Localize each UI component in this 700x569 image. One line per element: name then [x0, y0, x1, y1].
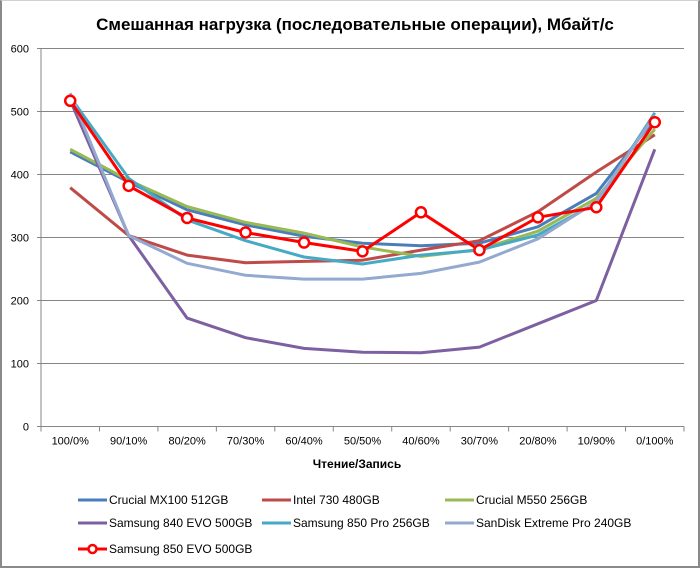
x-tick-label: 40/60% [402, 436, 440, 448]
legend-label: Samsung 840 EVO 500GB [109, 516, 252, 530]
legend-item: Intel 730 480GB [262, 493, 380, 507]
x-tick-label: 0/100% [636, 436, 674, 448]
legend-marker [87, 543, 98, 555]
y-tick-label: 0 [23, 422, 29, 434]
legend-item: Samsung 840 EVO 500GB [78, 516, 252, 530]
legend-item: Samsung 850 Pro 256GB [262, 516, 430, 530]
series-0 [69, 117, 656, 248]
gridlines [41, 48, 684, 364]
legend-label: Samsung 850 EVO 500GB [109, 542, 252, 556]
y-tick-label: 500 [11, 107, 29, 119]
y-axis: 0 100 200 300 400 500 600 [11, 44, 42, 434]
series-lines [63, 92, 662, 355]
series-4 [68, 96, 657, 266]
legend-label: Intel 730 480GB [293, 493, 380, 507]
x-tick-label: 60/40% [285, 436, 323, 448]
x-axis: 100/0% 90/10% 80/20% 70/30% 60/40% 50/50% 40/6… [40, 426, 685, 448]
y-tick-label: 100 [11, 359, 29, 371]
y-tick-label: 300 [11, 233, 29, 245]
legend: Crucial MX100 512GB Intel 730 480GB Crucia… [78, 493, 631, 556]
data-point [648, 115, 662, 129]
data-point [531, 211, 545, 224]
x-tick-label: 100/0% [52, 436, 90, 448]
series-line [68, 92, 657, 281]
data-point [590, 201, 603, 214]
y-tick-label: 600 [11, 44, 29, 56]
data-point [297, 236, 311, 249]
series-3 [68, 99, 657, 355]
x-tick-label: 10/90% [578, 436, 616, 448]
x-tick-label: 30/70% [461, 436, 499, 448]
series-line [68, 99, 657, 253]
legend-item: Crucial MX100 512GB [78, 493, 228, 507]
series-line [69, 133, 656, 265]
y-tick-label: 200 [11, 296, 29, 308]
data-point [239, 226, 252, 239]
x-axis-label: Чтение/Запись [313, 457, 401, 471]
series-line [68, 96, 657, 266]
legend-label: Crucial MX100 512GB [109, 493, 228, 507]
chart-title: Смешанная нагрузка (последовательные опе… [96, 15, 614, 34]
data-point [180, 211, 194, 225]
series-line [69, 117, 656, 248]
legend-item: Crucial M550 256GB [445, 493, 587, 507]
y-tick-label: 400 [11, 170, 29, 182]
x-tick-label: 70/30% [227, 436, 265, 448]
x-tick-label: 90/10% [110, 436, 148, 448]
legend-label: SanDisk Extreme Pro 240GB [476, 516, 631, 530]
series-5 [68, 92, 657, 281]
data-point [473, 243, 486, 257]
legend-item: SanDisk Extreme Pro 240GB [445, 516, 631, 530]
legend-label: Samsung 850 Pro 256GB [293, 516, 430, 530]
x-tick-label: 80/20% [168, 436, 206, 448]
data-point [414, 206, 428, 219]
legend-label: Crucial M550 256GB [476, 493, 587, 507]
x-tick-label: 20/80% [519, 436, 557, 448]
data-point [122, 179, 135, 193]
x-tick-label: 50/50% [344, 436, 382, 448]
series-line [68, 99, 657, 355]
series-1 [69, 133, 656, 265]
series-6 [63, 94, 662, 258]
legend-item: Samsung 850 EVO 500GB [78, 542, 252, 556]
data-point [63, 94, 77, 108]
data-point [356, 245, 369, 258]
